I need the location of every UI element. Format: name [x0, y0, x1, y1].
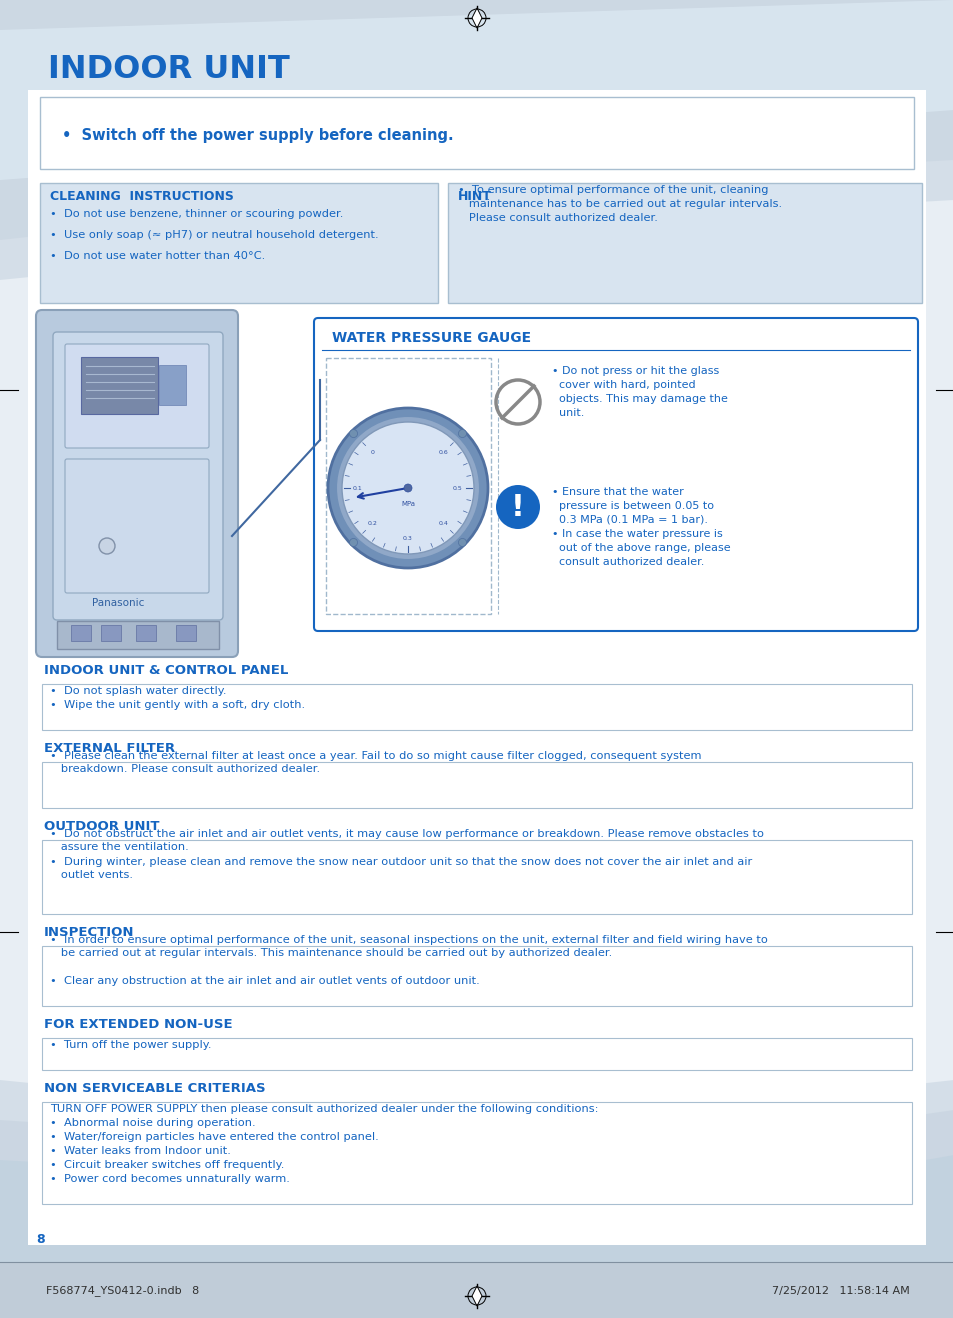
Polygon shape	[0, 1110, 953, 1318]
FancyBboxPatch shape	[42, 684, 911, 730]
Text: 8: 8	[36, 1234, 45, 1246]
FancyBboxPatch shape	[175, 625, 195, 641]
Text: •  Power cord becomes unnaturally warm.: • Power cord becomes unnaturally warm.	[50, 1174, 290, 1184]
Text: •  Circuit breaker switches off frequently.: • Circuit breaker switches off frequentl…	[50, 1160, 284, 1170]
Text: 0.5: 0.5	[453, 485, 462, 490]
Text: INDOOR UNIT & CONTROL PANEL: INDOOR UNIT & CONTROL PANEL	[44, 664, 288, 677]
FancyBboxPatch shape	[57, 621, 219, 648]
Circle shape	[403, 484, 412, 492]
Text: FOR EXTENDED NON-USE: FOR EXTENDED NON-USE	[44, 1017, 233, 1031]
Text: • Do not press or hit the glass
  cover with hard, pointed
  objects. This may d: • Do not press or hit the glass cover wi…	[552, 366, 727, 418]
Text: EXTERNAL FILTER: EXTERNAL FILTER	[44, 742, 175, 755]
Circle shape	[349, 430, 357, 438]
Text: •  Switch off the power supply before cleaning.: • Switch off the power supply before cle…	[62, 128, 453, 142]
Polygon shape	[0, 1079, 953, 1318]
FancyBboxPatch shape	[40, 98, 913, 169]
Text: •  Clear any obstruction at the air inlet and air outlet vents of outdoor unit.: • Clear any obstruction at the air inlet…	[50, 977, 479, 986]
Text: 7/25/2012   11:58:14 AM: 7/25/2012 11:58:14 AM	[771, 1286, 909, 1296]
Circle shape	[458, 430, 466, 438]
Text: CLEANING  INSTRUCTIONS: CLEANING INSTRUCTIONS	[50, 190, 233, 203]
FancyBboxPatch shape	[314, 318, 917, 631]
Text: • Ensure that the water
  pressure is between 0.05 to
  0.3 MPa (0.1 MPa = 1 bar: • Ensure that the water pressure is betw…	[552, 486, 730, 567]
FancyBboxPatch shape	[448, 183, 921, 303]
Circle shape	[496, 485, 539, 529]
Text: NON SERVICEABLE CRITERIAS: NON SERVICEABLE CRITERIAS	[44, 1082, 265, 1095]
Text: •  Water leaks from Indoor unit.: • Water leaks from Indoor unit.	[50, 1145, 231, 1156]
FancyBboxPatch shape	[71, 625, 91, 641]
FancyBboxPatch shape	[42, 1102, 911, 1205]
Text: •  To ensure optimal performance of the unit, cleaning
   maintenance has to be : • To ensure optimal performance of the u…	[457, 185, 781, 223]
Text: 0.2: 0.2	[367, 521, 377, 526]
Text: •  Do not splash water directly.: • Do not splash water directly.	[50, 685, 226, 696]
FancyBboxPatch shape	[42, 762, 911, 808]
Text: •  Turn off the power supply.: • Turn off the power supply.	[50, 1040, 212, 1050]
Text: •  Abnormal noise during operation.: • Abnormal noise during operation.	[50, 1118, 255, 1128]
Polygon shape	[0, 1155, 953, 1318]
Text: 0.4: 0.4	[438, 521, 448, 526]
FancyBboxPatch shape	[28, 90, 925, 1246]
FancyBboxPatch shape	[36, 310, 237, 656]
Text: Panasonic: Panasonic	[91, 598, 144, 608]
Circle shape	[328, 409, 488, 568]
Text: 0.1: 0.1	[353, 485, 362, 490]
Text: •  Water/foreign particles have entered the control panel.: • Water/foreign particles have entered t…	[50, 1132, 378, 1141]
Text: WATER PRESSURE GAUGE: WATER PRESSURE GAUGE	[332, 331, 531, 345]
Text: INSPECTION: INSPECTION	[44, 927, 134, 938]
FancyBboxPatch shape	[42, 1039, 911, 1070]
Circle shape	[458, 539, 466, 547]
Text: •  Do not use benzene, thinner or scouring powder.: • Do not use benzene, thinner or scourin…	[50, 210, 343, 219]
Circle shape	[341, 422, 474, 554]
Text: •  During winter, please clean and remove the snow near outdoor unit so that the: • During winter, please clean and remove…	[50, 857, 752, 880]
FancyBboxPatch shape	[40, 183, 437, 303]
FancyBboxPatch shape	[42, 946, 911, 1006]
Polygon shape	[0, 0, 953, 240]
Text: •  Wipe the unit gently with a soft, dry cloth.: • Wipe the unit gently with a soft, dry …	[50, 700, 305, 710]
Polygon shape	[0, 0, 953, 181]
Polygon shape	[472, 1286, 481, 1306]
Text: •  Use only soap (≈ pH7) or neutral household detergent.: • Use only soap (≈ pH7) or neutral house…	[50, 231, 378, 240]
Text: •  In order to ensure optimal performance of the unit, seasonal inspections on t: • In order to ensure optimal performance…	[50, 934, 767, 958]
Circle shape	[335, 416, 479, 560]
Text: !: !	[511, 493, 524, 522]
Text: MPa: MPa	[400, 501, 415, 507]
Circle shape	[349, 539, 357, 547]
FancyBboxPatch shape	[136, 625, 156, 641]
Text: 0.6: 0.6	[438, 451, 448, 455]
Text: •  Do not use water hotter than 40°C.: • Do not use water hotter than 40°C.	[50, 250, 265, 261]
Text: OUTDOOR UNIT: OUTDOOR UNIT	[44, 820, 159, 833]
Text: TURN OFF POWER SUPPLY then please consult authorized dealer under the following : TURN OFF POWER SUPPLY then please consul…	[50, 1104, 598, 1114]
Text: •  Please clean the external filter at least once a year. Fail to do so might ca: • Please clean the external filter at le…	[50, 751, 700, 774]
Text: F568774_YS0412-0.indb   8: F568774_YS0412-0.indb 8	[46, 1285, 199, 1297]
FancyBboxPatch shape	[65, 459, 209, 593]
Text: HINT: HINT	[457, 190, 492, 203]
FancyBboxPatch shape	[101, 625, 121, 641]
FancyBboxPatch shape	[65, 344, 209, 448]
FancyBboxPatch shape	[53, 332, 223, 619]
FancyBboxPatch shape	[81, 357, 158, 414]
Circle shape	[99, 538, 115, 554]
Text: •  Do not obstruct the air inlet and air outlet vents, it may cause low performa: • Do not obstruct the air inlet and air …	[50, 829, 763, 851]
Text: 0: 0	[371, 451, 375, 455]
FancyBboxPatch shape	[159, 365, 186, 405]
FancyBboxPatch shape	[42, 840, 911, 913]
Text: INDOOR UNIT: INDOOR UNIT	[48, 54, 290, 84]
Text: 0.3: 0.3	[402, 535, 413, 540]
Polygon shape	[472, 8, 481, 28]
Polygon shape	[0, 0, 953, 279]
FancyBboxPatch shape	[0, 1263, 953, 1318]
